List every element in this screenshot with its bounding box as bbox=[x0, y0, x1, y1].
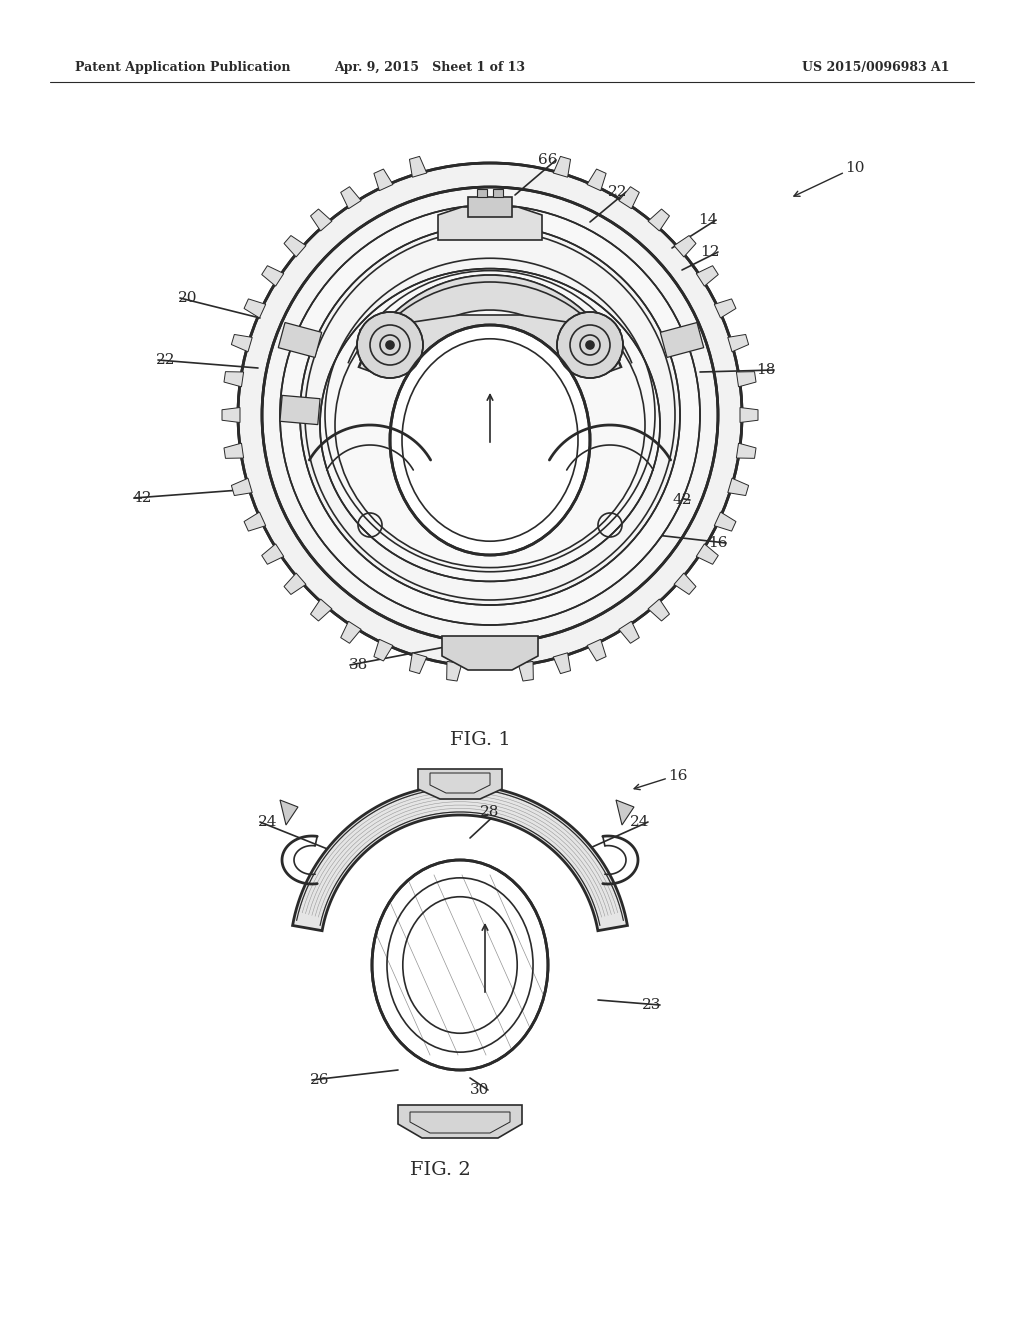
Polygon shape bbox=[418, 770, 502, 799]
Ellipse shape bbox=[586, 341, 594, 348]
Text: 14: 14 bbox=[698, 213, 718, 227]
Text: FIG. 1: FIG. 1 bbox=[450, 731, 510, 748]
Polygon shape bbox=[674, 573, 696, 594]
Text: 12: 12 bbox=[700, 246, 720, 259]
Text: 30: 30 bbox=[470, 1082, 489, 1097]
Text: 16: 16 bbox=[669, 770, 688, 783]
Polygon shape bbox=[279, 322, 322, 358]
Polygon shape bbox=[715, 298, 736, 318]
Text: FIG. 2: FIG. 2 bbox=[410, 1162, 470, 1179]
Text: US 2015/0096983 A1: US 2015/0096983 A1 bbox=[803, 62, 950, 74]
Polygon shape bbox=[369, 275, 611, 363]
Text: 20: 20 bbox=[178, 290, 198, 305]
Polygon shape bbox=[728, 334, 749, 351]
Polygon shape bbox=[280, 396, 321, 425]
Polygon shape bbox=[518, 661, 534, 681]
Polygon shape bbox=[398, 1105, 522, 1138]
Polygon shape bbox=[310, 599, 332, 620]
Text: 28: 28 bbox=[480, 805, 500, 818]
Polygon shape bbox=[736, 444, 756, 458]
Text: Apr. 9, 2015   Sheet 1 of 13: Apr. 9, 2015 Sheet 1 of 13 bbox=[335, 62, 525, 74]
Polygon shape bbox=[374, 639, 393, 661]
Polygon shape bbox=[618, 622, 639, 643]
Polygon shape bbox=[553, 156, 570, 177]
Polygon shape bbox=[262, 544, 284, 565]
Polygon shape bbox=[736, 372, 756, 387]
Ellipse shape bbox=[280, 205, 700, 624]
Polygon shape bbox=[224, 372, 244, 387]
Ellipse shape bbox=[300, 224, 680, 605]
Polygon shape bbox=[696, 265, 718, 286]
Polygon shape bbox=[660, 322, 703, 358]
Ellipse shape bbox=[386, 341, 394, 348]
Polygon shape bbox=[648, 599, 670, 620]
Text: 22: 22 bbox=[608, 185, 628, 199]
Polygon shape bbox=[740, 408, 758, 422]
Text: 10: 10 bbox=[845, 161, 864, 176]
Polygon shape bbox=[360, 315, 620, 370]
Polygon shape bbox=[410, 156, 427, 177]
Polygon shape bbox=[618, 186, 639, 209]
Ellipse shape bbox=[390, 325, 590, 554]
Text: 23: 23 bbox=[642, 998, 662, 1012]
Ellipse shape bbox=[319, 268, 660, 581]
Polygon shape bbox=[616, 800, 634, 825]
Polygon shape bbox=[493, 189, 503, 197]
Polygon shape bbox=[341, 186, 361, 209]
Text: 42: 42 bbox=[672, 492, 692, 507]
Polygon shape bbox=[284, 573, 306, 594]
Polygon shape bbox=[341, 622, 361, 643]
Polygon shape bbox=[262, 265, 284, 286]
Polygon shape bbox=[244, 512, 265, 531]
Polygon shape bbox=[715, 512, 736, 531]
Polygon shape bbox=[284, 235, 306, 257]
Polygon shape bbox=[310, 209, 332, 231]
Polygon shape bbox=[224, 444, 244, 458]
Text: 22: 22 bbox=[157, 352, 176, 367]
Polygon shape bbox=[374, 169, 393, 190]
Text: 38: 38 bbox=[348, 657, 368, 672]
Ellipse shape bbox=[357, 312, 423, 378]
Polygon shape bbox=[728, 478, 749, 495]
Polygon shape bbox=[280, 800, 298, 825]
Ellipse shape bbox=[262, 187, 718, 643]
Polygon shape bbox=[587, 639, 606, 661]
Text: 26: 26 bbox=[310, 1073, 330, 1086]
Polygon shape bbox=[674, 235, 696, 257]
Polygon shape bbox=[553, 653, 570, 673]
Polygon shape bbox=[358, 275, 622, 378]
Polygon shape bbox=[446, 661, 462, 681]
Ellipse shape bbox=[372, 861, 548, 1071]
Polygon shape bbox=[244, 298, 265, 318]
Polygon shape bbox=[293, 785, 628, 931]
Polygon shape bbox=[477, 189, 487, 197]
Text: Patent Application Publication: Patent Application Publication bbox=[75, 62, 291, 74]
Polygon shape bbox=[410, 653, 427, 673]
Text: 42: 42 bbox=[132, 491, 152, 506]
Polygon shape bbox=[648, 209, 670, 231]
Polygon shape bbox=[696, 544, 718, 565]
Text: 24: 24 bbox=[258, 814, 278, 829]
Polygon shape bbox=[438, 207, 542, 240]
Ellipse shape bbox=[238, 162, 742, 667]
Ellipse shape bbox=[557, 312, 623, 378]
Text: 66: 66 bbox=[539, 153, 558, 168]
Text: 24: 24 bbox=[630, 814, 650, 829]
Text: 16: 16 bbox=[709, 536, 728, 550]
Polygon shape bbox=[442, 636, 538, 671]
Polygon shape bbox=[231, 334, 252, 351]
Polygon shape bbox=[222, 408, 240, 422]
Polygon shape bbox=[587, 169, 606, 190]
Polygon shape bbox=[468, 197, 512, 216]
Text: 18: 18 bbox=[757, 363, 776, 378]
Polygon shape bbox=[231, 478, 252, 495]
